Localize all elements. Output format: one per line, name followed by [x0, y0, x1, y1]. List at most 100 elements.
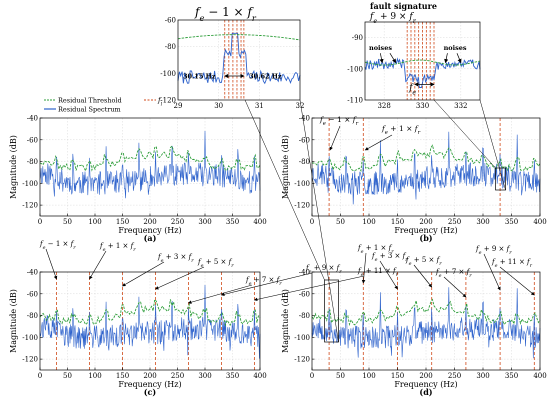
residual-threshold — [39, 145, 261, 173]
x-tick-label: 200 — [143, 218, 156, 226]
x-tick-label: 100 — [88, 218, 101, 226]
x-tick-label: 300 — [198, 218, 211, 226]
x-tick-label: 250 — [448, 218, 461, 226]
inset-a-spectrum — [177, 32, 301, 85]
x-tick-label: 332 — [454, 102, 467, 110]
arrow — [253, 275, 365, 302]
inset-b-threshold — [364, 59, 481, 66]
y-tick-label: -100 — [22, 180, 38, 188]
x-tick-label: 350 — [226, 372, 239, 380]
y-tick-label: -80 — [299, 158, 310, 166]
annotation-c-0: fe − 1 × fr — [39, 240, 76, 251]
y-tick-label: -40 — [27, 115, 38, 123]
annotation-d-5: fe + 11 × fr — [491, 258, 533, 269]
annotation-c-4: fe + 7 × fr — [245, 276, 282, 287]
inset-b-title-2: fe + 9 × fr — [369, 12, 417, 25]
arrow — [456, 53, 462, 64]
inset-a-threshold — [177, 34, 301, 41]
hz-right: 30.62 Hz — [249, 73, 282, 81]
x-tick-label: 150 — [116, 218, 129, 226]
x-tick-label: 100 — [362, 372, 375, 380]
residual-threshold — [311, 298, 541, 327]
y-tick-label: -60 — [299, 136, 310, 144]
arrow — [361, 252, 367, 284]
x-tick-label: 150 — [391, 218, 404, 226]
y-tick-label: -60 — [27, 290, 38, 298]
y-axis-label: Magnitude (dB) — [9, 135, 18, 199]
y-tick-label: -40 — [27, 269, 38, 277]
annotation-d-2: fe + 5 × fr — [405, 256, 442, 267]
y-tick-label: -60 — [299, 290, 310, 298]
y-tick-label: -120 — [294, 202, 310, 210]
annotation-c-6: fe + 11 × fr — [357, 267, 399, 278]
y-tick-label: -40 — [299, 115, 310, 123]
x-tick-label: 400 — [533, 218, 546, 226]
x-tick-label: 50 — [63, 218, 72, 226]
y-tick-label: -120 — [22, 356, 38, 364]
y-tick-label: -60 — [165, 17, 176, 25]
x-tick-label: 31 — [255, 102, 264, 110]
y-tick-label: -40 — [299, 269, 310, 277]
annotation-d-4: fe + 9 × fr — [475, 245, 512, 256]
x-tick-label: 330 — [416, 102, 429, 110]
zoom-box-b — [495, 167, 506, 191]
connector-line — [433, 99, 496, 169]
annotation-b-plus1: fe + 1 × fr — [381, 124, 421, 136]
arrow — [443, 276, 467, 298]
annotation-c-2: fe + 3 × fr — [157, 253, 194, 264]
x-tick-label: 30 — [214, 102, 223, 110]
y-tick-label: -80 — [27, 158, 38, 166]
annotation-d-0: fe + 1 × fr — [357, 244, 394, 255]
arrow — [379, 260, 398, 290]
inset-b-fe: fe — [408, 84, 416, 97]
arrow — [45, 248, 58, 280]
x-tick-label: 250 — [448, 372, 461, 380]
residual-threshold — [312, 144, 541, 173]
legend-threshold-label: Residual Threshold — [58, 97, 122, 105]
arrow — [389, 53, 397, 64]
panel-d: 0 50 100 150 200 250 300 350 400 -40 -60 -80 -100 -12… — [281, 269, 547, 398]
x-tick-label: 50 — [63, 372, 72, 380]
inset-a: 29 30 31 32 -60 -80 -100 -120 fe − 1 × fr 30.15 H… — [160, 5, 304, 110]
x-tick-label: 50 — [336, 372, 345, 380]
panel-c: 0 50 100 150 200 250 300 350 400 -40 -60 -80 -100 -12… — [9, 269, 267, 398]
x-tick-label: 300 — [198, 372, 211, 380]
x-tick-label: 200 — [419, 372, 432, 380]
x-tick-label: 50 — [336, 218, 345, 226]
inset-frame — [364, 21, 481, 101]
x-tick-label: 350 — [505, 372, 518, 380]
arrow — [329, 125, 341, 151]
x-tick-label: 300 — [476, 372, 489, 380]
x-axis-label: Frequency (Hz) — [118, 380, 181, 389]
y-tick-label: -100 — [294, 334, 310, 342]
panel-label: (a) — [144, 233, 157, 243]
x-tick-label: 0 — [38, 218, 42, 226]
x-tick-label: 0 — [310, 372, 314, 380]
y-tick-label: -100 — [347, 65, 363, 73]
noises-right: noises — [444, 44, 467, 52]
x-tick-label: 400 — [253, 372, 266, 380]
x-tick-label: 32 — [296, 102, 305, 110]
arrow — [154, 266, 205, 290]
connector-line — [244, 99, 325, 281]
legend-box — [42, 94, 222, 114]
x-axis-label: Frequency (Hz) — [394, 380, 457, 389]
legend-fl-label: fl — [157, 97, 163, 108]
x-tick-label: 150 — [391, 372, 404, 380]
y-tick-label: -90 — [352, 34, 363, 42]
y-tick-label: -110 — [347, 97, 363, 105]
panel-label: (b) — [419, 233, 432, 243]
arrow — [187, 284, 253, 304]
arrow — [121, 261, 165, 287]
y-tick-label: -100 — [22, 334, 38, 342]
x-tick-label: 300 — [476, 218, 489, 226]
x-tick-label: 350 — [505, 218, 518, 226]
arrow — [89, 250, 107, 280]
x-tick-label: 200 — [419, 218, 432, 226]
y-axis-label: Magnitude (dB) — [281, 289, 290, 353]
hz-left: 30.15 Hz — [183, 73, 216, 81]
arrow — [379, 53, 384, 64]
